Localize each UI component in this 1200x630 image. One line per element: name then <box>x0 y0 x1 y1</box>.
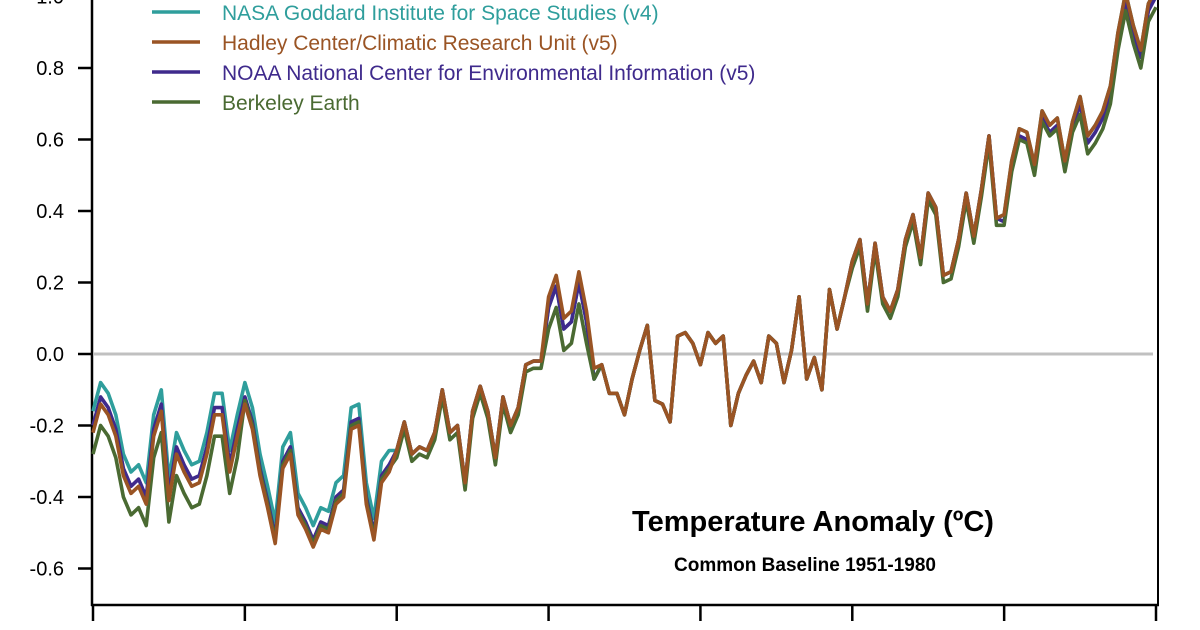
y-tick-label: 0.6 <box>36 130 64 152</box>
legend-label: NOAA National Center for Environmental I… <box>222 62 755 85</box>
chart-title: Temperature Anomaly (ºC) <box>632 506 994 538</box>
y-tick-label: 0.0 <box>36 344 64 366</box>
y-tick-label: -0.4 <box>30 487 64 509</box>
y-tick-label: -0.2 <box>30 416 64 438</box>
series-layer <box>91 0 1158 549</box>
legend-label: NASA Goddard Institute for Space Studies… <box>222 2 659 25</box>
legend-label: Hadley Center/Climatic Research Unit (v5… <box>222 32 618 55</box>
series-line-1 <box>91 0 1153 549</box>
chart-subtitle: Common Baseline 1951-1980 <box>674 555 936 576</box>
y-tick-label: 0.8 <box>36 58 64 80</box>
y-tick-label: 0.2 <box>36 273 64 295</box>
legend-label: Berkeley Earth <box>222 92 360 115</box>
series-line-3 <box>91 6 1158 546</box>
y-tick-label: 1.0 <box>36 0 64 9</box>
y-tick-label: 0.4 <box>36 201 64 223</box>
axes: 1.0 0.8 0.6 0.4 0.2 0.0 -0.2 -0.4 -0.6 <box>30 0 1159 621</box>
y-tick-label: -0.6 <box>30 559 64 581</box>
legend: NASA Goddard Institute for Space Studies… <box>152 2 755 115</box>
